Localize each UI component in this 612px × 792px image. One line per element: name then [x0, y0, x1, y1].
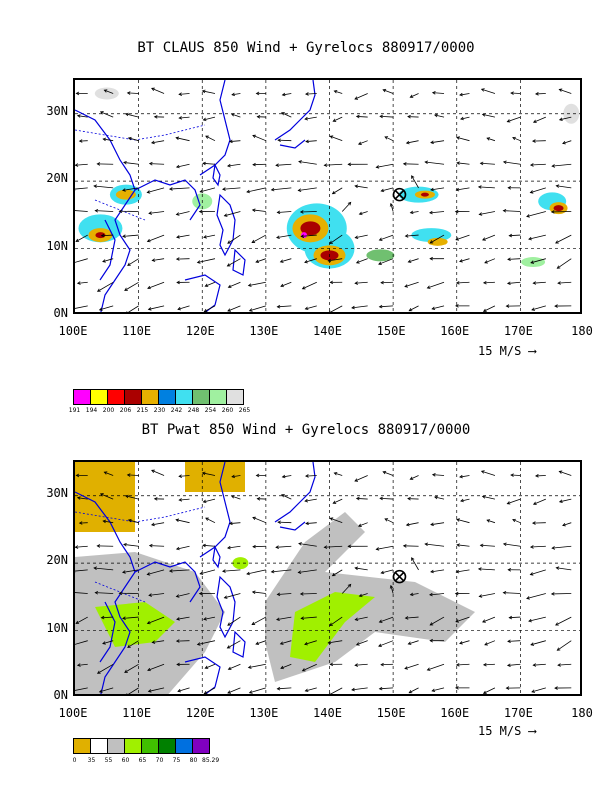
lon-label: 170E	[503, 706, 533, 720]
lon-label: 150E	[376, 324, 406, 338]
pwat-legend	[73, 738, 210, 754]
pwat-wet-region	[95, 602, 175, 647]
cloud-deep-core	[300, 221, 321, 236]
cloud-deep-core	[420, 192, 429, 197]
lon-label: 130E	[249, 324, 279, 338]
legend-label: 215	[136, 407, 149, 414]
lon-label: 100E	[58, 706, 88, 720]
pwat-map-svg	[75, 462, 580, 694]
pwat-dry-region	[185, 462, 245, 492]
circled-cross-icon	[392, 187, 407, 202]
claus-legend-labels: 191 194 200 206 215 230 242 248 254 260 265	[66, 407, 253, 414]
lon-label: 100E	[58, 324, 88, 338]
legend-label: 0	[72, 757, 77, 764]
legend-label: 55	[104, 757, 113, 764]
lon-label: 110E	[122, 706, 152, 720]
lon-label: 110E	[122, 324, 152, 338]
lon-label: 160E	[440, 706, 470, 720]
lon-label: 130E	[249, 706, 279, 720]
legend-label: 248	[187, 407, 200, 414]
legend-label: 265	[238, 407, 251, 414]
legend-swatch	[175, 738, 193, 754]
lat-label: 30N	[46, 103, 68, 118]
lon-label: 150E	[376, 706, 406, 720]
grid-lines	[75, 80, 580, 312]
legend-swatch	[73, 738, 91, 754]
legend-label: 242	[170, 407, 183, 414]
lat-label: 10N	[46, 620, 68, 635]
lon-label: 120E	[185, 324, 215, 338]
legend-swatch	[90, 738, 108, 754]
lon-label: 140E	[313, 324, 342, 338]
legend-label: 260	[221, 407, 234, 414]
lon-label: 180	[571, 706, 593, 720]
legend-label: 80	[189, 757, 198, 764]
pwat-wet-region	[232, 557, 249, 570]
legend-swatch	[73, 389, 91, 405]
legend-label: 70	[155, 757, 164, 764]
legend-label: 35	[87, 757, 96, 764]
claus-map-svg	[75, 80, 580, 312]
cloud-peak	[301, 232, 308, 239]
cloud-core	[427, 237, 448, 246]
lon-label: 180	[571, 324, 593, 338]
legend-label: 230	[153, 407, 166, 414]
legend-label: 206	[119, 407, 132, 414]
legend-swatch	[141, 738, 159, 754]
lat-label: 30N	[46, 485, 68, 500]
panel2-scale-label: 15 M/S ⟶	[478, 724, 536, 738]
lat-label: 0N	[53, 306, 68, 320]
circled-cross-icon	[392, 569, 407, 584]
coastline	[75, 80, 316, 312]
legend-swatch	[158, 738, 176, 754]
legend-label: 200	[102, 407, 115, 414]
wind-vectors	[75, 87, 572, 312]
legend-label: 60	[121, 757, 130, 764]
legend-swatch	[209, 389, 227, 405]
pwat-map-panel	[73, 460, 582, 696]
panel1-title: BT CLAUS 850 Wind + Gyrelocs 880917/0000	[137, 40, 475, 56]
lon-label: 170E	[503, 324, 533, 338]
borders	[75, 124, 206, 221]
legend-swatch	[90, 389, 108, 405]
claus-legend	[73, 389, 244, 405]
lat-label: 20N	[46, 553, 68, 568]
legend-label: 194	[85, 407, 98, 414]
panel2-title: BT Pwat 850 Wind + Gyrelocs 880917/0000	[141, 422, 471, 438]
cloud-region	[366, 249, 395, 262]
wind-vectors	[75, 469, 572, 694]
lat-label: 20N	[46, 171, 68, 186]
legend-swatch	[192, 738, 210, 754]
legend-swatch	[226, 389, 244, 405]
legend-swatch	[124, 738, 142, 754]
lat-label: 0N	[53, 688, 68, 702]
lon-label: 120E	[185, 706, 215, 720]
legend-swatch	[124, 389, 142, 405]
cloud-deep-core	[553, 205, 564, 212]
pwat-legend-labels: 0 35 55 60 65 70 75 80 85.29	[66, 757, 220, 764]
legend-label: 85.29	[202, 757, 220, 764]
legend-swatch	[107, 389, 125, 405]
legend-label: 254	[204, 407, 217, 414]
legend-swatch	[107, 738, 125, 754]
borders	[75, 506, 206, 603]
legend-swatch	[175, 389, 193, 405]
legend-swatch	[192, 389, 210, 405]
cloud-region	[563, 103, 580, 124]
panel1-scale-label: 15 M/S ⟶	[478, 344, 536, 358]
pwat-wet-region	[290, 592, 375, 662]
cloud-core	[115, 189, 136, 200]
legend-swatch	[141, 389, 159, 405]
lon-label: 140E	[313, 706, 342, 720]
legend-label: 75	[172, 757, 181, 764]
lat-label: 10N	[46, 238, 68, 253]
cloud-region	[94, 87, 119, 100]
legend-label: 65	[138, 757, 147, 764]
lon-label: 160E	[440, 324, 470, 338]
legend-swatch	[158, 389, 176, 405]
legend-label: 191	[68, 407, 81, 414]
claus-map-panel	[73, 78, 582, 314]
